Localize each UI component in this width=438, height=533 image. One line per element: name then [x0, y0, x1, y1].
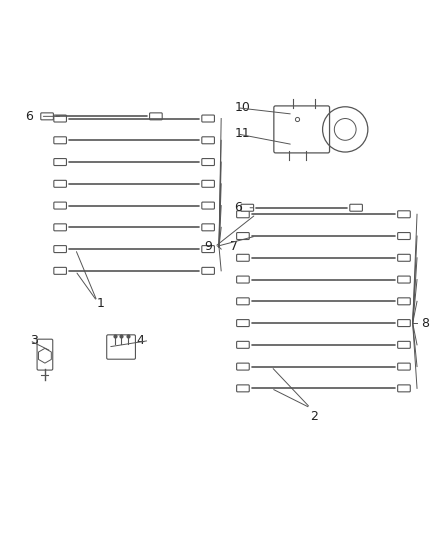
FancyBboxPatch shape [37, 339, 53, 370]
FancyBboxPatch shape [150, 113, 162, 120]
Text: 1: 1 [97, 297, 105, 310]
FancyBboxPatch shape [398, 254, 410, 261]
Text: 7: 7 [230, 240, 238, 253]
FancyBboxPatch shape [237, 211, 249, 218]
Text: 10: 10 [234, 101, 250, 114]
FancyBboxPatch shape [54, 180, 67, 187]
FancyBboxPatch shape [241, 204, 254, 211]
Text: 6: 6 [25, 110, 33, 123]
FancyBboxPatch shape [398, 276, 410, 283]
FancyBboxPatch shape [202, 158, 215, 166]
FancyBboxPatch shape [350, 204, 362, 211]
FancyBboxPatch shape [237, 341, 249, 349]
FancyBboxPatch shape [202, 202, 215, 209]
FancyBboxPatch shape [398, 363, 410, 370]
Text: 3: 3 [30, 334, 38, 347]
FancyBboxPatch shape [398, 341, 410, 349]
FancyBboxPatch shape [237, 276, 249, 283]
FancyBboxPatch shape [202, 137, 215, 144]
FancyBboxPatch shape [202, 224, 215, 231]
Text: 2: 2 [311, 410, 318, 423]
FancyBboxPatch shape [398, 232, 410, 239]
FancyBboxPatch shape [54, 224, 67, 231]
FancyBboxPatch shape [274, 106, 329, 153]
FancyBboxPatch shape [398, 320, 410, 327]
FancyBboxPatch shape [202, 115, 215, 122]
FancyBboxPatch shape [237, 320, 249, 327]
Text: 11: 11 [234, 127, 250, 140]
FancyBboxPatch shape [237, 254, 249, 261]
FancyBboxPatch shape [237, 385, 249, 392]
FancyBboxPatch shape [107, 335, 135, 359]
FancyBboxPatch shape [54, 246, 67, 253]
FancyBboxPatch shape [202, 246, 215, 253]
FancyBboxPatch shape [398, 211, 410, 218]
FancyBboxPatch shape [237, 363, 249, 370]
FancyBboxPatch shape [41, 113, 53, 120]
FancyBboxPatch shape [54, 268, 67, 274]
FancyBboxPatch shape [54, 115, 67, 122]
FancyBboxPatch shape [237, 232, 249, 239]
FancyBboxPatch shape [202, 268, 215, 274]
FancyBboxPatch shape [398, 385, 410, 392]
FancyBboxPatch shape [54, 137, 67, 144]
FancyBboxPatch shape [237, 298, 249, 305]
FancyBboxPatch shape [54, 158, 67, 166]
Text: 6: 6 [234, 201, 242, 214]
Text: 9: 9 [204, 240, 212, 253]
Text: 4: 4 [136, 334, 144, 347]
FancyBboxPatch shape [202, 180, 215, 187]
FancyBboxPatch shape [398, 298, 410, 305]
FancyBboxPatch shape [54, 202, 67, 209]
Text: 8: 8 [421, 317, 429, 329]
